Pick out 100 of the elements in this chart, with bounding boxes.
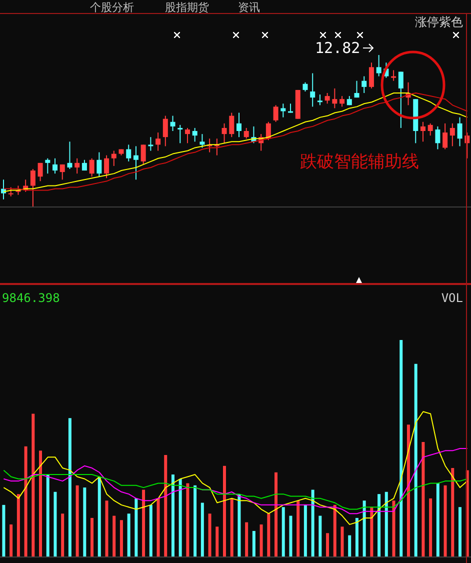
candlestick (229, 112, 234, 138)
bar (156, 498, 160, 557)
annotation: 跌破智能辅助线 (300, 151, 419, 173)
bar (260, 524, 263, 557)
bar (458, 507, 462, 557)
bar (164, 455, 168, 557)
bar (98, 476, 101, 557)
candlestick (126, 144, 132, 162)
bar (355, 518, 358, 557)
bar (392, 500, 396, 557)
candlestick (104, 154, 110, 179)
candlestick (89, 158, 94, 178)
text: 资讯 (238, 0, 260, 15)
bar (216, 526, 219, 557)
bar (127, 514, 130, 557)
text: 个股分析 (90, 0, 134, 15)
bar (296, 500, 300, 557)
candlestick (96, 152, 102, 178)
candlestick (222, 122, 227, 144)
bar (245, 522, 248, 557)
bar (142, 490, 146, 557)
candlestick (368, 62, 374, 89)
candlestick (354, 80, 360, 98)
bar (400, 340, 403, 557)
bar (194, 485, 197, 557)
bar (2, 504, 6, 557)
bar (326, 533, 330, 557)
bar (282, 507, 285, 557)
candlestick (178, 124, 183, 144)
bar (378, 494, 381, 557)
bar (76, 485, 79, 557)
bar (311, 490, 314, 557)
candlestick (244, 127, 249, 140)
candlestick (450, 122, 455, 147)
bar (238, 494, 241, 557)
bar (186, 483, 190, 557)
candlestick (133, 146, 138, 180)
bar (422, 442, 425, 557)
bar (200, 502, 204, 557)
candlestick (148, 136, 154, 152)
candlestick (391, 70, 396, 82)
candlestick (332, 88, 338, 109)
candlestick (435, 126, 440, 150)
candlestick (302, 82, 308, 92)
candlestick (362, 76, 367, 94)
chart-title: VOL (441, 291, 463, 305)
candlestick (60, 164, 65, 180)
bar (171, 474, 174, 557)
text: 9846.398 (2, 291, 60, 305)
candlestick (200, 134, 205, 148)
bar (39, 450, 42, 557)
bar (54, 492, 57, 557)
bar (46, 474, 50, 557)
bar (348, 535, 352, 557)
candlestick (273, 104, 278, 122)
bar (178, 478, 182, 557)
candlestick (376, 55, 382, 77)
bar (406, 424, 410, 557)
bar (24, 446, 28, 557)
bar (68, 418, 72, 557)
bar (429, 498, 432, 557)
bar (340, 526, 344, 557)
candlestick (457, 116, 462, 147)
bar (318, 516, 322, 557)
candlestick (428, 122, 433, 136)
bar (444, 485, 447, 557)
bar (370, 507, 374, 557)
candlestick (288, 103, 294, 114)
annotation: 12.82 (315, 39, 360, 57)
bar (230, 498, 234, 557)
bar (222, 466, 226, 557)
candlestick (184, 127, 190, 144)
text: 股指期货 (165, 0, 209, 15)
bar (252, 530, 256, 557)
candlestick (324, 92, 330, 104)
bar (16, 494, 20, 557)
candlestick (236, 112, 242, 138)
bar (105, 500, 108, 557)
text: 涨停紫色 (415, 14, 463, 31)
bar (149, 504, 152, 557)
bar (267, 514, 270, 557)
candlestick (8, 186, 14, 197)
bar (289, 516, 292, 557)
candlestick (398, 71, 404, 128)
candlestick (162, 115, 168, 147)
candlestick (442, 122, 448, 150)
bar (61, 514, 64, 557)
bar (134, 498, 138, 557)
candlestick (310, 72, 316, 108)
bar (32, 414, 35, 557)
candlestick (45, 158, 50, 174)
candlestick (38, 162, 43, 182)
bar (304, 504, 307, 557)
candlestick (67, 141, 72, 170)
bar (414, 364, 418, 557)
bar (83, 488, 86, 557)
candlestick (280, 103, 286, 118)
bar (120, 520, 123, 557)
candlestick (170, 115, 176, 132)
bar (451, 468, 454, 557)
